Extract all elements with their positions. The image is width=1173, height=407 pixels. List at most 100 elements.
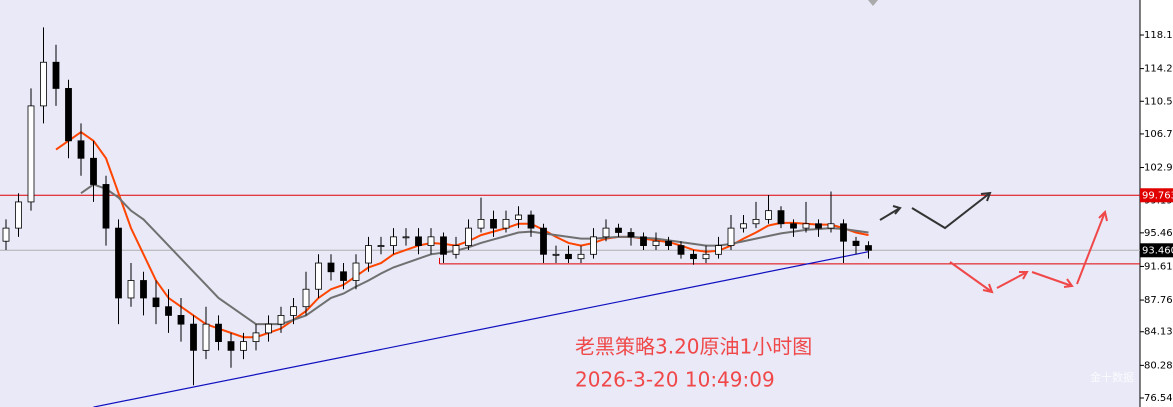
candle-body bbox=[540, 227, 547, 255]
arrow bbox=[879, 207, 901, 221]
candle-body bbox=[865, 245, 872, 251]
arrow bbox=[911, 192, 991, 230]
candle-body bbox=[727, 227, 735, 246]
candle-body bbox=[802, 223, 810, 229]
y-tick-label: 118.120 bbox=[1144, 30, 1173, 41]
candle-body bbox=[152, 297, 160, 308]
candle-body bbox=[677, 245, 685, 255]
marker bbox=[868, 0, 878, 6]
y-tick-label: 106.790 bbox=[1144, 129, 1173, 140]
candle-body bbox=[752, 218, 760, 225]
arrow-head bbox=[892, 205, 902, 215]
plot-background bbox=[0, 0, 1140, 407]
candle-body bbox=[702, 253, 710, 260]
candle-body bbox=[352, 262, 360, 281]
candle-body bbox=[440, 236, 447, 255]
candle-body bbox=[227, 341, 235, 351]
candle-body bbox=[340, 271, 347, 281]
candle-body bbox=[490, 218, 497, 229]
candle-body bbox=[652, 240, 660, 246]
forecast-arrows bbox=[879, 191, 1108, 294]
candle-body bbox=[327, 262, 335, 273]
chart-title: 老黑策略3.20原油1小时图 bbox=[575, 335, 812, 359]
arrow-head bbox=[1098, 210, 1108, 222]
candle-body bbox=[415, 236, 422, 246]
candle-body bbox=[315, 262, 322, 290]
candle-body bbox=[827, 223, 835, 229]
arrow bbox=[949, 261, 993, 293]
candle-body bbox=[27, 105, 35, 203]
candle-body bbox=[140, 280, 147, 299]
candle-body bbox=[15, 201, 22, 229]
trendline bbox=[93, 251, 869, 407]
candle-body bbox=[715, 245, 722, 255]
plot bbox=[0, 27, 1140, 407]
candle-body bbox=[577, 253, 585, 260]
candle-body bbox=[527, 214, 535, 229]
candle-body bbox=[602, 227, 610, 238]
candle-body bbox=[502, 218, 510, 229]
candle-body bbox=[240, 341, 247, 351]
candle-body bbox=[402, 236, 410, 239]
candle-body bbox=[552, 253, 560, 256]
candle-body bbox=[627, 232, 635, 238]
candle-body bbox=[290, 306, 297, 316]
candle-body bbox=[2, 227, 10, 242]
candle-body bbox=[690, 253, 697, 260]
candle-body bbox=[427, 236, 435, 246]
candle-body bbox=[515, 214, 522, 220]
last-price-label: 93.460 bbox=[1142, 245, 1173, 256]
arrow-head bbox=[980, 191, 992, 202]
y-tick-label: 84.130 bbox=[1144, 327, 1173, 338]
candle-body bbox=[77, 140, 85, 159]
candle-body bbox=[165, 306, 172, 316]
candle-body bbox=[190, 323, 197, 351]
candle-body bbox=[590, 236, 597, 255]
y-tick-label: 114.270 bbox=[1144, 64, 1173, 75]
candle-body bbox=[452, 245, 460, 255]
candle-body bbox=[815, 223, 822, 229]
candle-body bbox=[65, 88, 72, 142]
candle-body bbox=[127, 280, 135, 299]
candle-body bbox=[52, 61, 60, 89]
candle-body bbox=[852, 240, 860, 246]
arrow-head bbox=[982, 283, 994, 294]
candle-body bbox=[377, 245, 385, 247]
axis-background bbox=[1140, 0, 1173, 407]
candle-body bbox=[102, 184, 110, 229]
candle-body bbox=[390, 236, 397, 246]
candle-body bbox=[365, 245, 372, 264]
candle-body bbox=[665, 240, 672, 246]
y-tick-label: 91.610 bbox=[1144, 261, 1173, 272]
candle-body bbox=[302, 288, 310, 308]
candle-body bbox=[202, 323, 210, 351]
moving-average bbox=[80, 183, 869, 326]
y-tick-label: 76.540 bbox=[1144, 393, 1173, 404]
y-tick-label: 102.940 bbox=[1144, 163, 1173, 174]
candle-body bbox=[565, 253, 572, 260]
y-tick-label: 95.460 bbox=[1144, 228, 1173, 239]
level-label-bg bbox=[1140, 188, 1173, 203]
candle-body bbox=[177, 315, 185, 325]
candle-body bbox=[740, 223, 747, 229]
resistance-label: 99.763 bbox=[1142, 190, 1173, 201]
candle-body bbox=[90, 157, 97, 185]
chart-subtitle: 2026-3-20 10:49:09 bbox=[575, 368, 775, 392]
arrow-head bbox=[1019, 271, 1029, 280]
candle-body bbox=[115, 227, 122, 299]
y-tick-label: 87.760 bbox=[1144, 295, 1173, 306]
arrow bbox=[996, 271, 1028, 289]
candle-body bbox=[840, 223, 847, 242]
y-tick-label: 110.530 bbox=[1144, 96, 1173, 107]
candle-body bbox=[615, 227, 622, 233]
candle-body bbox=[790, 223, 797, 229]
watermark: 金十数据 bbox=[1090, 370, 1134, 384]
candle-body bbox=[765, 210, 772, 220]
y-tick-label: 80.280 bbox=[1144, 360, 1173, 371]
candle-body bbox=[777, 210, 785, 225]
candle-body bbox=[277, 315, 285, 325]
arrow-head bbox=[1063, 278, 1074, 288]
candle-body bbox=[215, 323, 222, 343]
level-label-bg bbox=[1140, 243, 1173, 258]
